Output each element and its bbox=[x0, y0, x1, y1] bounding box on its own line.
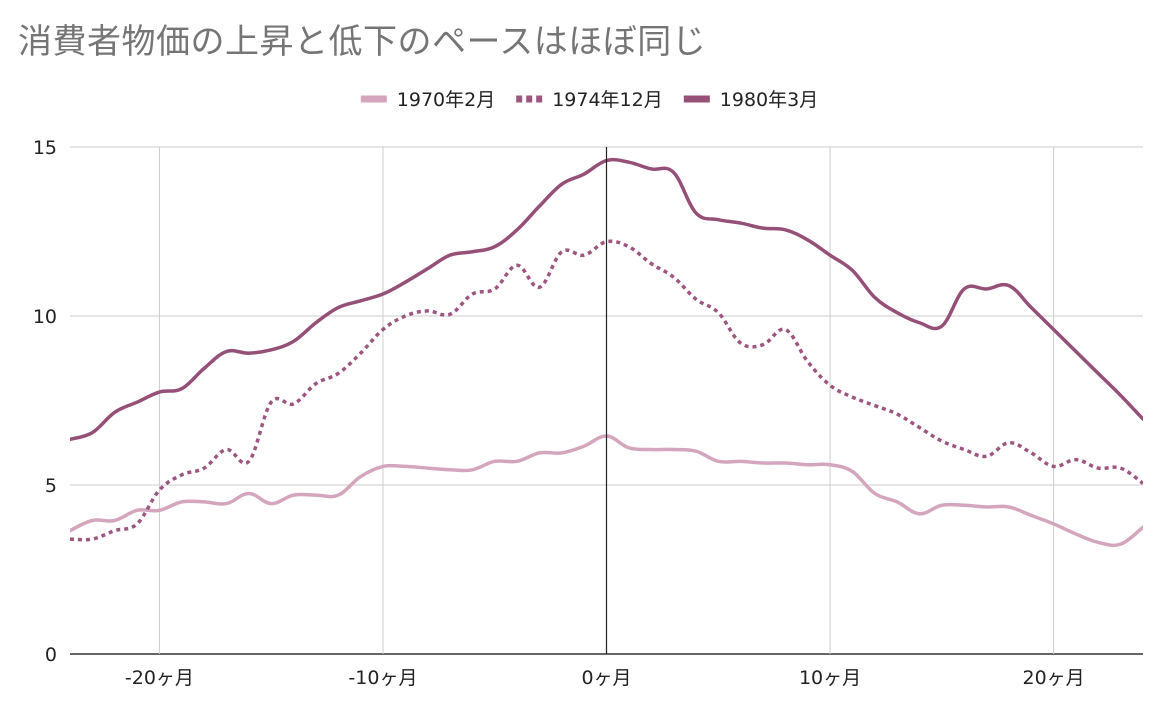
x-tick-label: 10ヶ月 bbox=[799, 667, 861, 689]
legend-item: 1970年2月 bbox=[360, 89, 495, 111]
legend-item: 1980年3月 bbox=[683, 89, 818, 111]
x-tick-label: 20ヶ月 bbox=[1022, 667, 1084, 689]
x-tick-label: -10ヶ月 bbox=[348, 667, 417, 689]
series-line-2 bbox=[70, 239, 1143, 542]
y-tick-label: 0 bbox=[45, 644, 57, 666]
legend: 1970年2月 1974年12月 1980年3月 bbox=[360, 89, 818, 111]
y-tick-label: 10 bbox=[33, 306, 57, 328]
legend-label: 1974年12月 bbox=[552, 89, 663, 111]
legend-label: 1980年3月 bbox=[720, 89, 818, 111]
x-tick-label: 0ヶ月 bbox=[581, 667, 631, 689]
legend-label: 1970年2月 bbox=[397, 89, 495, 111]
chart-title: 消費者物価の上昇と低下のペースはほぼ同じ bbox=[18, 22, 707, 62]
y-tick-label: 5 bbox=[45, 475, 57, 497]
y-tick-label: 15 bbox=[33, 137, 57, 159]
x-tick-label: -20ヶ月 bbox=[125, 667, 194, 689]
legend-item: 1974年12月 bbox=[516, 89, 663, 111]
